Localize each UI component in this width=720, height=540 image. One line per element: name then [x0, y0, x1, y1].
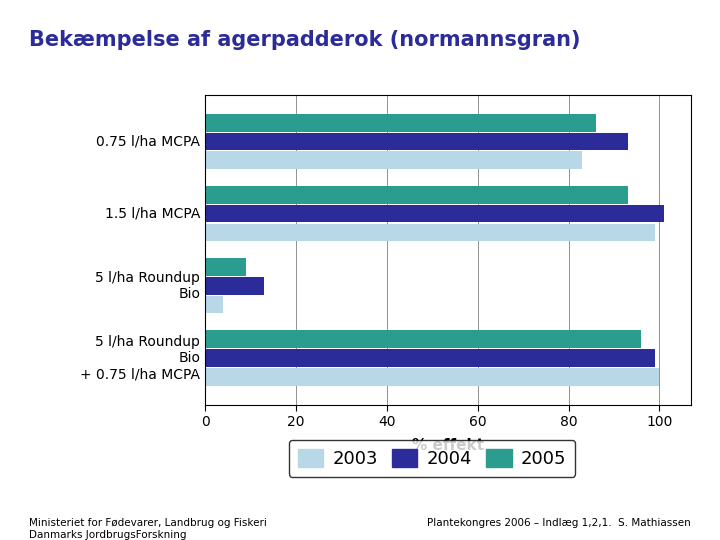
Bar: [205, 349, 655, 367]
Bar: [205, 296, 223, 314]
Bar: [205, 205, 664, 222]
Bar: [205, 368, 660, 386]
Text: Bekæmpelse af agerpadderok (normannsgran): Bekæmpelse af agerpadderok (normannsgran…: [29, 30, 580, 50]
Text: Ministeriet for Fødevarer, Landbrug og Fiskeri
Danmarks JordbrugsForskning: Ministeriet for Fødevarer, Landbrug og F…: [29, 518, 266, 540]
Bar: [205, 133, 628, 150]
Text: Plantekongres 2006 – Indlæg 1,2,1.  S. Mathiassen: Plantekongres 2006 – Indlæg 1,2,1. S. Ma…: [428, 518, 691, 529]
Bar: [205, 151, 582, 169]
Bar: [205, 258, 246, 276]
Bar: [205, 114, 596, 132]
Bar: [205, 330, 642, 348]
X-axis label: % effekt: % effekt: [412, 438, 484, 453]
Text: ♛: ♛: [655, 35, 673, 54]
Legend: 2003, 2004, 2005: 2003, 2004, 2005: [289, 440, 575, 477]
Bar: [205, 277, 264, 295]
Bar: [205, 186, 628, 204]
Bar: [205, 224, 655, 241]
